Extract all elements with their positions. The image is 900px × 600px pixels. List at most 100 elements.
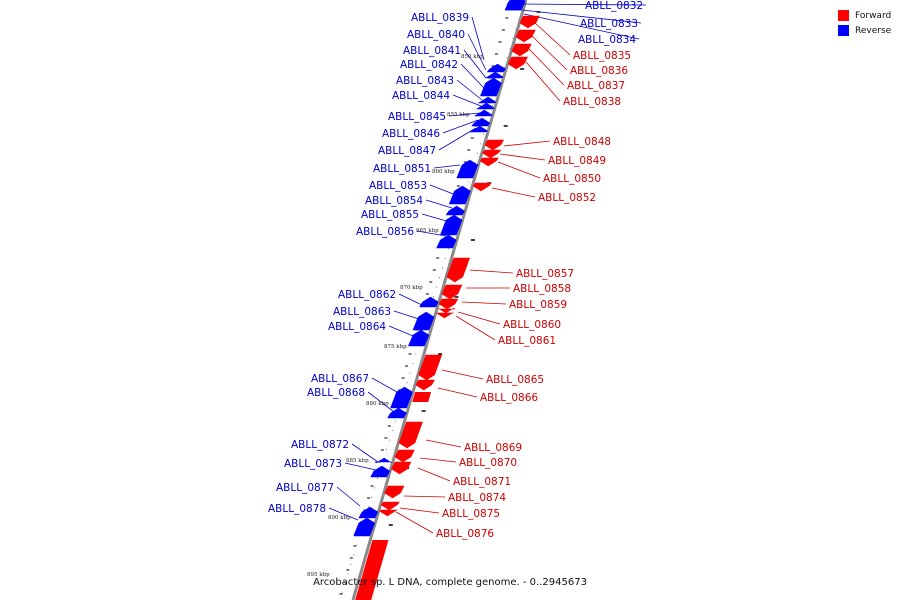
gene-label-abll-0852: ABLL_0852 bbox=[538, 192, 596, 204]
gene-label-abll-0835: ABLL_0835 bbox=[573, 50, 631, 62]
gene-label-abll-0867: ABLL_0867 bbox=[311, 373, 369, 385]
leader-line bbox=[395, 511, 434, 534]
abll-0840-gene bbox=[486, 63, 506, 73]
gene-label-abll-0857: ABLL_0857 bbox=[516, 268, 574, 280]
abll-0848-gene bbox=[484, 139, 505, 151]
gene-label-abll-0873: ABLL_0873 bbox=[284, 458, 342, 470]
tick-label: 860 kbp bbox=[432, 169, 455, 175]
gene-label-abll-0832: ABLL_0832 bbox=[585, 0, 643, 12]
gene-label-abll-0842: ABLL_0842 bbox=[400, 59, 458, 71]
leader-line bbox=[467, 33, 487, 71]
leader-line bbox=[417, 467, 451, 482]
leader-line bbox=[491, 187, 536, 198]
abll-0870-gene bbox=[394, 449, 415, 463]
gene-label-abll-0838: ABLL_0838 bbox=[563, 96, 621, 108]
abll-0866-gene bbox=[415, 379, 435, 391]
abll-0835-gene bbox=[519, 15, 540, 29]
tick-label: 855 kbp bbox=[447, 112, 470, 118]
gene-label-abll-0850: ABLL_0850 bbox=[543, 173, 601, 185]
abll-0860-gene bbox=[437, 307, 456, 314]
gene-label-abll-0851: ABLL_0851 bbox=[373, 163, 431, 175]
tick-label: 880 kbp bbox=[366, 401, 389, 407]
gene-label-abll-0855: ABLL_0855 bbox=[361, 209, 419, 221]
leader-line bbox=[469, 269, 514, 274]
leader-line bbox=[336, 486, 361, 507]
abll-0838-gene bbox=[507, 56, 528, 70]
gene-label-abll-0872: ABLL_0872 bbox=[291, 439, 349, 451]
tick-label: 895 kbp bbox=[307, 572, 330, 578]
abll-0850-gene bbox=[479, 157, 500, 167]
legend-item-reverse: Reverse bbox=[838, 23, 891, 38]
leader-line bbox=[533, 21, 571, 56]
gene-label-abll-0868: ABLL_0868 bbox=[307, 387, 365, 399]
abll-0878-gene bbox=[353, 517, 376, 537]
leader-line bbox=[344, 462, 377, 471]
abll-0872-gene bbox=[374, 457, 393, 464]
abll-0837-gene bbox=[511, 43, 532, 57]
tick-label: 890 kbp bbox=[328, 515, 351, 521]
abll-0843-gene bbox=[477, 96, 497, 104]
abll-0874-gene bbox=[384, 485, 405, 499]
gene-label-abll-0874: ABLL_0874 bbox=[448, 492, 506, 504]
leader-line bbox=[471, 16, 485, 61]
leader-line bbox=[421, 213, 451, 223]
leader-line bbox=[457, 311, 501, 325]
gene-label-abll-0862: ABLL_0862 bbox=[338, 289, 396, 301]
abll-0851-gene bbox=[456, 159, 479, 179]
abll-0847-gene bbox=[469, 125, 489, 133]
backbone-line bbox=[351, 0, 528, 600]
leader-line bbox=[437, 387, 478, 398]
gene-label-abll-0846: ABLL_0846 bbox=[382, 128, 440, 140]
gene-label-abll-0845: ABLL_0845 bbox=[388, 111, 446, 123]
abll-0862-gene bbox=[419, 296, 439, 308]
abll-0844-gene bbox=[475, 102, 495, 110]
abll-0856-gene bbox=[436, 234, 457, 249]
abll-0846-gene bbox=[471, 117, 491, 127]
gene-label-abll-0860: ABLL_0860 bbox=[503, 319, 561, 331]
abll-0841-gene bbox=[484, 71, 504, 79]
leader-line bbox=[328, 507, 359, 521]
abll-0871-gene bbox=[391, 461, 412, 475]
leader-line bbox=[461, 301, 507, 305]
abll-0875-gene bbox=[380, 501, 400, 511]
abll-0839-gene bbox=[505, 0, 526, 5]
gene-label-abll-0871: ABLL_0871 bbox=[453, 476, 511, 488]
gene-label-abll-0869: ABLL_0869 bbox=[464, 442, 522, 454]
abll-0842-gene bbox=[479, 77, 502, 97]
gene-track bbox=[353, 0, 540, 600]
leader-line bbox=[433, 164, 461, 169]
leader-line bbox=[460, 63, 485, 89]
forward-feature-1 bbox=[412, 392, 432, 402]
gene-label-abll-0847: ABLL_0847 bbox=[378, 145, 436, 157]
tick-label: 865 kbp bbox=[416, 228, 439, 234]
gene-label-abll-0833: ABLL_0833 bbox=[580, 18, 638, 30]
leader-line bbox=[371, 377, 398, 393]
gene-label-abll-0864: ABLL_0864 bbox=[328, 321, 386, 333]
leader-line bbox=[519, 3, 647, 6]
gene-label-abll-0866: ABLL_0866 bbox=[480, 392, 538, 404]
leader-line bbox=[448, 112, 481, 117]
leader-line bbox=[527, 47, 565, 86]
tick-label: 875 kbp bbox=[384, 344, 407, 350]
legend-item-forward: Forward bbox=[838, 8, 891, 23]
leader-line bbox=[523, 13, 640, 40]
gene-label-abll-0834: ABLL_0834 bbox=[578, 34, 636, 46]
leader-line bbox=[441, 369, 484, 380]
abll-0852-gene bbox=[472, 182, 492, 192]
abll-0868-gene bbox=[387, 407, 407, 419]
leader-line bbox=[452, 94, 482, 107]
gene-label-abll-0878: ABLL_0878 bbox=[268, 503, 326, 515]
leader-line bbox=[399, 507, 440, 514]
gene-label-abll-0865: ABLL_0865 bbox=[486, 374, 544, 386]
forward-feature-0 bbox=[355, 540, 389, 600]
gene-label-abll-0875: ABLL_0875 bbox=[442, 508, 500, 520]
gene-label-abll-0859: ABLL_0859 bbox=[509, 299, 567, 311]
gene-label-abll-0853: ABLL_0853 bbox=[369, 180, 427, 192]
abll-0853-gene bbox=[448, 185, 471, 205]
reverse-swatch bbox=[838, 25, 849, 36]
gene-label-abll-0877: ABLL_0877 bbox=[276, 482, 334, 494]
gene-label-abll-0863: ABLL_0863 bbox=[333, 306, 391, 318]
forward-swatch bbox=[838, 10, 849, 21]
gene-label-abll-0840: ABLL_0840 bbox=[407, 29, 465, 41]
